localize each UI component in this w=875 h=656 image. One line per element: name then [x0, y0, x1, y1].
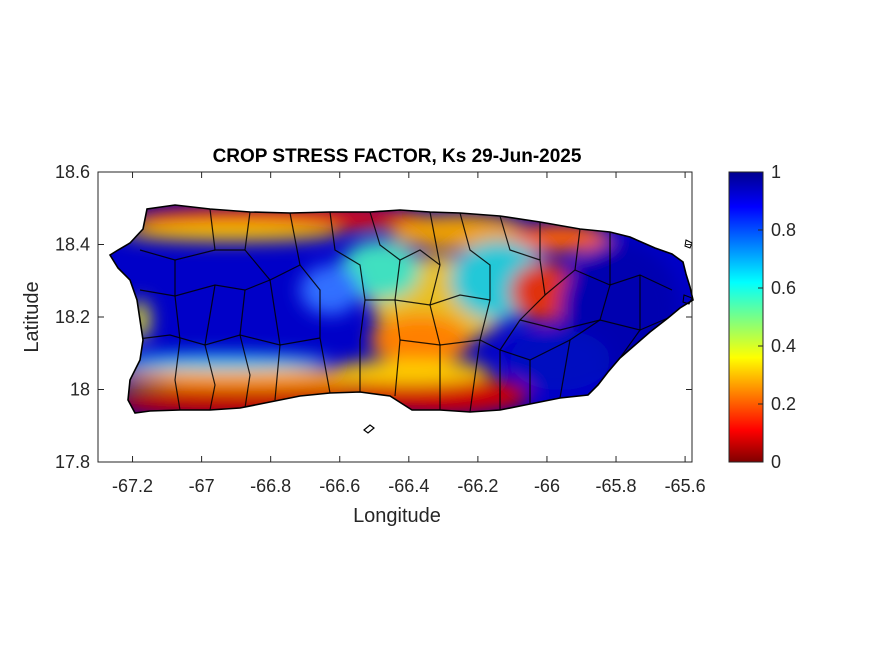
x-tick-label: -65.8	[596, 476, 637, 496]
x-tick-label: -67.2	[112, 476, 153, 496]
y-tick-label: 18.6	[55, 162, 90, 182]
x-tick-label: -66.6	[319, 476, 360, 496]
x-axis-label: Longitude	[353, 505, 441, 527]
municipal-boundaries	[129, 208, 673, 413]
colorbar	[728, 171, 764, 463]
x-tick-label: -66.2	[457, 476, 498, 496]
colorbar-tick-label: 0	[771, 452, 781, 472]
colorbar-tick-label: 0.4	[771, 336, 796, 356]
chart-title: CROP STRESS FACTOR, Ks 29-Jun-2025	[213, 146, 582, 167]
x-tick-label: -66.4	[388, 476, 429, 496]
y-tick-label: 18	[70, 380, 90, 400]
islet-caja-de-muertos	[363, 424, 375, 434]
colorbar-tick-label: 0.8	[771, 220, 796, 240]
colorbar-tick-label: 0.6	[771, 278, 796, 298]
y-tick-label: 17.8	[55, 452, 90, 472]
x-tick-label: -65.6	[665, 476, 706, 496]
x-tick-label: -66.8	[250, 476, 291, 496]
y-axis-label: Latitude	[21, 281, 43, 352]
y-tick-label: 18.2	[55, 307, 90, 327]
x-tick-label: -67	[189, 476, 215, 496]
island-heatmap	[110, 205, 693, 413]
colorbar-tick-label: 0.2	[771, 394, 796, 414]
y-axis: 18.6 18.4 18.2 18 17.8	[55, 162, 692, 472]
colorbar-tick-label: 1	[771, 162, 781, 182]
islet-east-2	[682, 294, 693, 305]
x-tick-label: -66	[534, 476, 560, 496]
islet-east	[684, 239, 693, 249]
y-tick-label: 18.4	[55, 235, 90, 255]
colorbar-ticks: 1 0.8 0.6 0.4 0.2 0	[758, 162, 796, 472]
x-axis: -67.2 -67 -66.8 -66.6 -66.4 -66.2 -66 -65.8 -65.…	[112, 172, 706, 496]
